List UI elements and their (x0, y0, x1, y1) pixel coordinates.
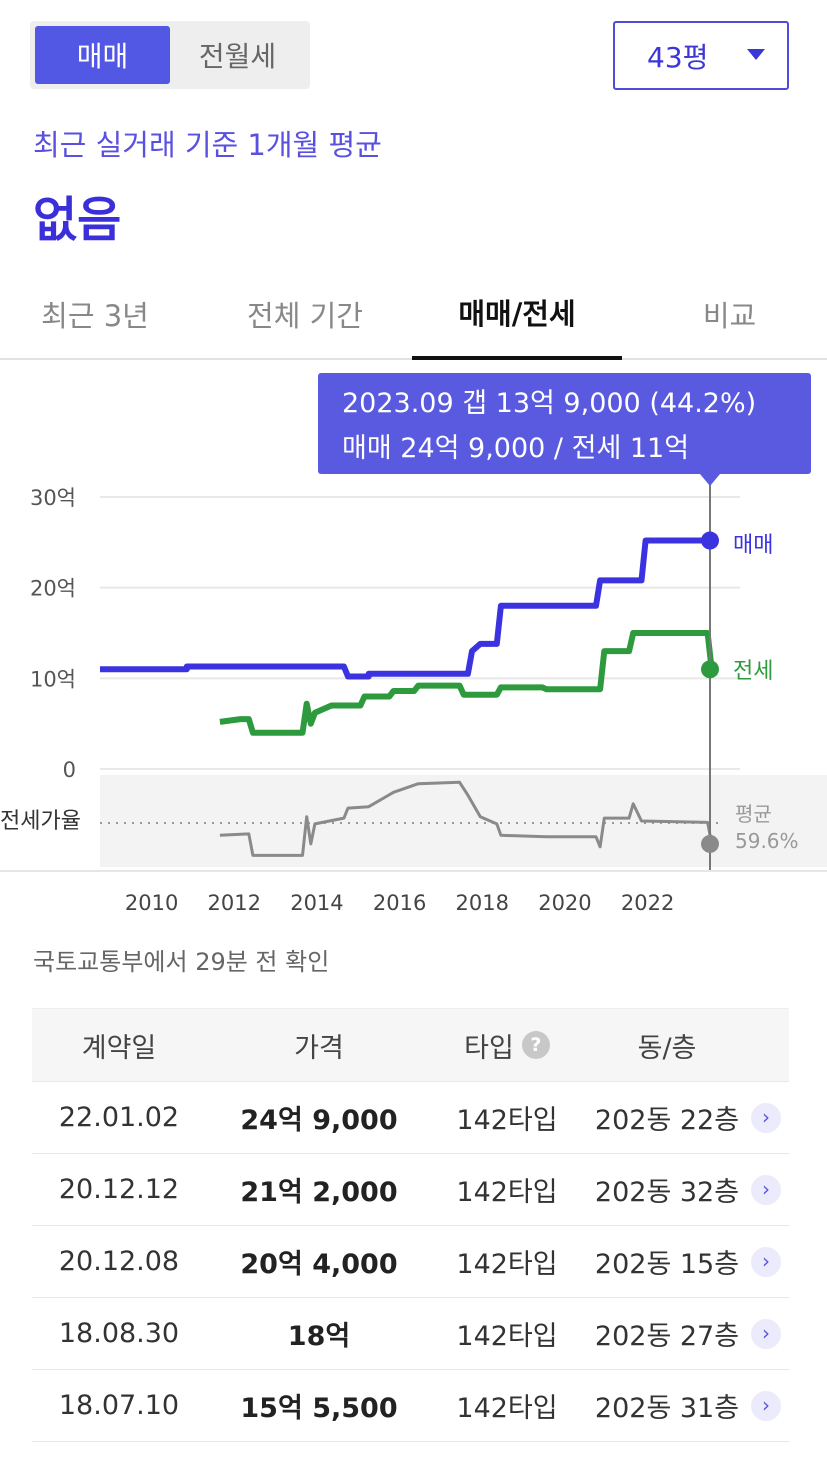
row-unit: 202동 31층 (594, 1393, 740, 1424)
rent-toggle-button[interactable]: 전월세 (198, 40, 277, 73)
y-tick-label: 0 (63, 758, 76, 782)
row-price: 20억 4,000 (240, 1249, 398, 1280)
ratio-average-label: 평균 (735, 802, 772, 826)
table-body: 22.01.02 24억 9,000 142타입 202동 22층 › 20.12.12 2… (32, 1082, 789, 1442)
chart-tooltip: 2023.09 갭 13억 9,000 (44.2%) 매매 24억 9,000… (318, 373, 811, 486)
row-type: 142타입 (456, 1249, 558, 1280)
header-price: 가격 (294, 1032, 344, 1064)
row-date: 18.07.10 (58, 1390, 180, 1421)
table-row[interactable]: 20.12.08 20억 4,000 142타입 202동 15층 › (32, 1226, 789, 1298)
row-date: 22.01.02 (58, 1102, 180, 1133)
tab-recent-3-years[interactable]: 최근 3년 (41, 299, 149, 333)
row-unit: 202동 32층 (594, 1177, 740, 1208)
jeonse-price-line (219, 630, 716, 736)
row-unit: 202동 22층 (594, 1105, 740, 1136)
jeonse-ratio-line (219, 780, 716, 857)
header-type: 타입 ? (432, 1026, 582, 1065)
caret-down-icon (747, 49, 765, 60)
ratio-average-value: 59.6% (735, 829, 799, 853)
x-tick-label: 2012 (208, 891, 261, 915)
sale-price-line (100, 537, 716, 680)
table-header: 계약일 가격 타입 ? 동/층 (32, 1008, 789, 1082)
tab-compare[interactable]: 비교 (702, 299, 757, 333)
chart-bottom-divider (0, 870, 827, 872)
table-row[interactable]: 22.01.02 24억 9,000 142타입 202동 22층 › (32, 1082, 789, 1154)
size-select[interactable]: 43평 (613, 21, 789, 90)
period-tabs: 최근 3년 전체 기간 매매/전세 비교 (0, 268, 827, 360)
transaction-table: 계약일 가격 타입 ? 동/층 22.01.02 24억 9,000 142타입 20… (32, 1008, 789, 1442)
table-row[interactable]: 18.08.30 18억 142타입 202동 27층 › (32, 1298, 789, 1370)
row-date: 20.12.08 (58, 1246, 180, 1277)
tooltip-line-2: 매매 24억 9,000 / 전세 11억 (342, 433, 689, 464)
row-unit: 202동 27층 (594, 1321, 740, 1352)
header-type-label: 타입 (464, 1032, 514, 1064)
tooltip-line-1: 2023.09 갭 13억 9,000 (44.2%) (342, 388, 756, 419)
row-price: 24억 9,000 (240, 1105, 398, 1136)
row-price: 21억 2,000 (240, 1177, 398, 1208)
buy-toggle-button[interactable]: 매매 (35, 26, 170, 84)
row-type: 142타입 (456, 1177, 558, 1208)
chevron-right-icon[interactable]: › (751, 1175, 781, 1205)
average-value: 없음 (33, 192, 122, 248)
x-tick-label: 2020 (538, 891, 591, 915)
tooltip-pointer (700, 474, 720, 486)
y-tick-label: 30억 (30, 486, 76, 510)
chevron-right-icon[interactable]: › (751, 1391, 781, 1421)
chevron-right-icon[interactable]: › (751, 1319, 781, 1349)
chevron-right-icon[interactable]: › (751, 1103, 781, 1133)
tab-all-period[interactable]: 전체 기간 (247, 299, 363, 333)
x-tick-label: 2014 (290, 891, 343, 915)
row-price: 15억 5,500 (240, 1393, 398, 1424)
x-tick-label: 2016 (373, 891, 426, 915)
y-tick-label: 20억 (30, 577, 76, 601)
source-note: 국토교통부에서 29분 전 확인 (33, 948, 330, 976)
series-label-sale: 매매 (733, 533, 773, 558)
y-tick-label: 10억 (30, 667, 76, 691)
series-label-jeonse: 전세 (733, 659, 773, 684)
header-contract-date: 계약일 (81, 1032, 157, 1064)
row-date: 18.08.30 (58, 1318, 180, 1349)
header-building-floor: 동/층 (637, 1032, 697, 1064)
ratio-label: 전세가율 (0, 809, 81, 834)
x-tick-label: 2010 (125, 891, 178, 915)
row-type: 142타입 (456, 1321, 558, 1352)
help-icon[interactable]: ? (521, 1031, 550, 1059)
sale-current-dot (701, 531, 719, 550)
row-unit: 202동 15층 (594, 1249, 740, 1280)
row-type: 142타입 (456, 1105, 558, 1136)
tooltip-box (318, 373, 811, 474)
deal-type-toggle: 매매 전월세 (30, 21, 310, 89)
table-row[interactable]: 18.07.10 15억 5,500 142타입 202동 31층 › (32, 1370, 789, 1442)
x-tick-label: 2022 (621, 891, 674, 915)
jeonse-current-dot (701, 660, 719, 679)
chart-grid (100, 496, 740, 770)
row-date: 20.12.12 (58, 1174, 180, 1205)
row-type: 142타입 (456, 1393, 558, 1424)
ratio-current-dot (701, 834, 719, 853)
chevron-right-icon[interactable]: › (751, 1247, 781, 1277)
x-tick-label: 2018 (456, 891, 509, 915)
average-label: 최근 실거래 기준 1개월 평균 (33, 128, 382, 162)
size-select-value: 43평 (647, 40, 709, 74)
row-price: 18억 (287, 1321, 351, 1352)
tab-sale-jeonse[interactable]: 매매/전세 (412, 268, 622, 360)
table-row[interactable]: 20.12.12 21억 2,000 142타입 202동 32층 › (32, 1154, 789, 1226)
